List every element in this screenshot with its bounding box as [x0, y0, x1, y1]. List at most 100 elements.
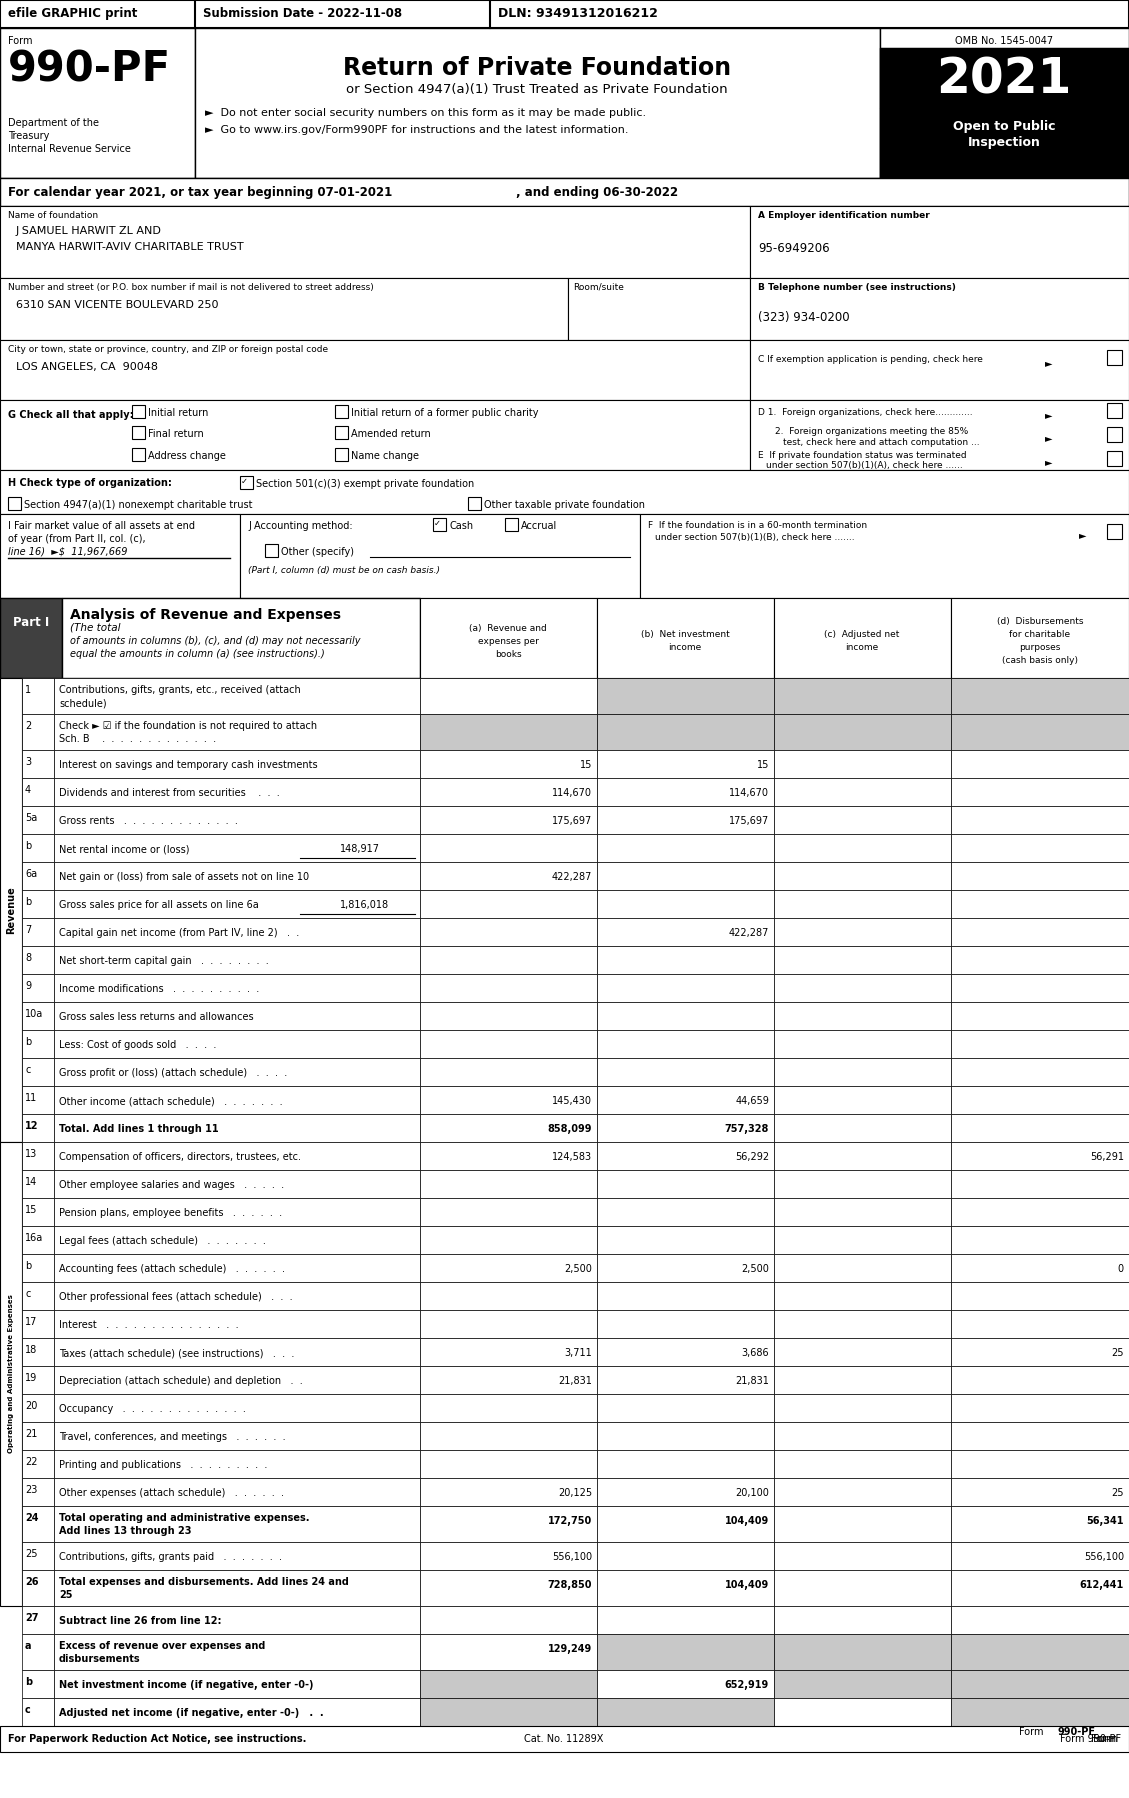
Text: 5a: 5a: [25, 813, 37, 823]
Text: 21: 21: [25, 1429, 37, 1438]
Bar: [597, 750, 774, 779]
Text: ✓: ✓: [240, 476, 248, 485]
Bar: [54, 919, 420, 946]
Bar: [597, 1226, 774, 1253]
Text: Check ► ☑ if the foundation is not required to attach: Check ► ☑ if the foundation is not requi…: [59, 721, 317, 732]
Text: Accounting fees (attach schedule)   .  .  .  .  .  .: Accounting fees (attach schedule) . . . …: [59, 1264, 285, 1275]
Bar: [774, 678, 951, 714]
Bar: [0, 340, 750, 399]
Text: under section 507(b)(1)(A), check here ......: under section 507(b)(1)(A), check here .…: [765, 460, 963, 469]
Text: OMB No. 1545-0047: OMB No. 1545-0047: [955, 36, 1053, 47]
Bar: [54, 975, 420, 1001]
Bar: [597, 1570, 774, 1606]
Bar: [951, 1226, 1129, 1253]
Text: Accrual: Accrual: [520, 521, 558, 530]
Bar: [21, 1543, 54, 1570]
Bar: [774, 975, 951, 1001]
Text: 3,711: 3,711: [564, 1348, 592, 1357]
Text: ►: ►: [1079, 530, 1086, 539]
Bar: [21, 750, 54, 779]
Bar: [951, 1507, 1129, 1543]
Bar: [54, 1606, 420, 1634]
Bar: [420, 1338, 597, 1366]
Text: 25: 25: [1111, 1489, 1124, 1498]
Bar: [774, 1422, 951, 1449]
Text: b: b: [25, 1260, 32, 1271]
Bar: [951, 806, 1129, 834]
Text: 2,500: 2,500: [741, 1264, 769, 1275]
Text: 990-PF: 990-PF: [1057, 1728, 1095, 1737]
Bar: [420, 1086, 597, 1115]
Text: 858,099: 858,099: [548, 1124, 592, 1135]
Bar: [750, 340, 1129, 399]
Bar: [420, 1366, 597, 1393]
Bar: [21, 1507, 54, 1543]
Bar: [951, 861, 1129, 890]
Bar: [597, 1115, 774, 1142]
Bar: [420, 1570, 597, 1606]
Bar: [420, 1449, 597, 1478]
Bar: [21, 1197, 54, 1226]
Bar: [951, 1606, 1129, 1634]
Text: Address change: Address change: [148, 451, 226, 460]
Bar: [597, 1338, 774, 1366]
Text: test, check here and attach computation ...: test, check here and attach computation …: [784, 439, 980, 448]
Bar: [1108, 426, 1122, 442]
Bar: [420, 678, 597, 714]
Bar: [21, 1282, 54, 1311]
Bar: [420, 1478, 597, 1507]
Text: 25: 25: [59, 1589, 72, 1600]
Bar: [54, 750, 420, 779]
Text: Total. Add lines 1 through 11: Total. Add lines 1 through 11: [59, 1124, 219, 1135]
Text: For Paperwork Reduction Act Notice, see instructions.: For Paperwork Reduction Act Notice, see …: [8, 1733, 306, 1744]
Text: 14: 14: [25, 1178, 37, 1187]
Bar: [774, 1057, 951, 1086]
Text: 652,919: 652,919: [725, 1679, 769, 1690]
Bar: [420, 1670, 597, 1697]
Bar: [21, 1115, 54, 1142]
Bar: [597, 678, 774, 714]
Bar: [420, 1057, 597, 1086]
Text: F  If the foundation is in a 60-month termination: F If the foundation is in a 60-month ter…: [648, 521, 867, 530]
Bar: [265, 545, 278, 557]
Text: 95-6949206: 95-6949206: [758, 243, 830, 255]
Bar: [951, 1393, 1129, 1422]
Bar: [597, 806, 774, 834]
Bar: [54, 1282, 420, 1311]
Bar: [420, 779, 597, 806]
Bar: [774, 779, 951, 806]
Text: of amounts in columns (b), (c), and (d) may not necessarily: of amounts in columns (b), (c), and (d) …: [70, 636, 360, 645]
Bar: [420, 1253, 597, 1282]
Bar: [774, 890, 951, 919]
Bar: [21, 946, 54, 975]
Bar: [774, 1030, 951, 1057]
Bar: [774, 1478, 951, 1507]
Text: 12: 12: [25, 1120, 38, 1131]
Text: 6a: 6a: [25, 868, 37, 879]
Bar: [54, 1449, 420, 1478]
Text: 104,409: 104,409: [725, 1580, 769, 1589]
Text: Net investment income (if negative, enter -0-): Net investment income (if negative, ente…: [59, 1679, 314, 1690]
Text: 25: 25: [1111, 1348, 1124, 1357]
Text: 2.  Foreign organizations meeting the 85%: 2. Foreign organizations meeting the 85%: [774, 426, 969, 435]
Bar: [1108, 451, 1122, 466]
Bar: [951, 599, 1129, 678]
Bar: [750, 279, 1129, 340]
Bar: [951, 779, 1129, 806]
Bar: [21, 1634, 54, 1670]
Text: Other employee salaries and wages   .  .  .  .  .: Other employee salaries and wages . . . …: [59, 1179, 285, 1190]
Text: Amended return: Amended return: [351, 430, 431, 439]
Bar: [774, 1338, 951, 1366]
Text: 21,831: 21,831: [735, 1375, 769, 1386]
Bar: [597, 1478, 774, 1507]
Text: J SAMUEL HARWIT ZL AND: J SAMUEL HARWIT ZL AND: [16, 227, 161, 236]
Bar: [0, 599, 62, 678]
Text: Sch. B    .  .  .  .  .  .  .  .  .  .  .  .  .: Sch. B . . . . . . . . . . . . .: [59, 734, 216, 744]
Bar: [774, 1570, 951, 1606]
Text: Submission Date - 2022-11-08: Submission Date - 2022-11-08: [203, 7, 402, 20]
Bar: [597, 1543, 774, 1570]
Text: Form: Form: [8, 36, 33, 47]
Text: 9: 9: [25, 982, 32, 991]
Bar: [21, 1057, 54, 1086]
Text: Other income (attach schedule)   .  .  .  .  .  .  .: Other income (attach schedule) . . . . .…: [59, 1097, 282, 1106]
